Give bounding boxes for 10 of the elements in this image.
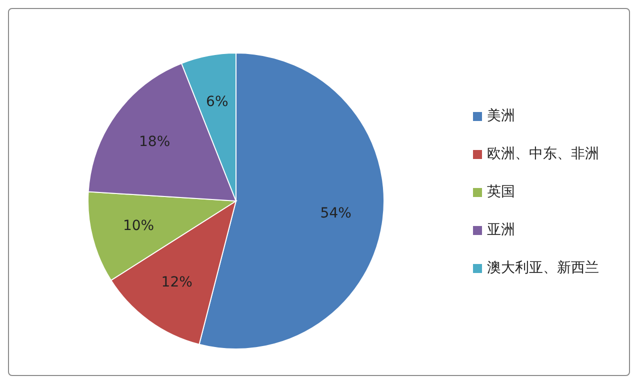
legend-label: 澳大利亚、新西兰 xyxy=(487,259,599,277)
legend-label: 美洲 xyxy=(487,107,515,125)
data-label: 6% xyxy=(206,94,228,110)
legend-label: 英国 xyxy=(487,183,515,201)
data-label: 18% xyxy=(139,134,170,150)
data-label: 12% xyxy=(161,274,192,290)
legend-label: 亚洲 xyxy=(487,221,515,239)
data-label: 10% xyxy=(122,218,154,234)
legend-label: 欧洲、中东、非洲 xyxy=(487,145,599,163)
data-label: 54% xyxy=(320,206,352,222)
